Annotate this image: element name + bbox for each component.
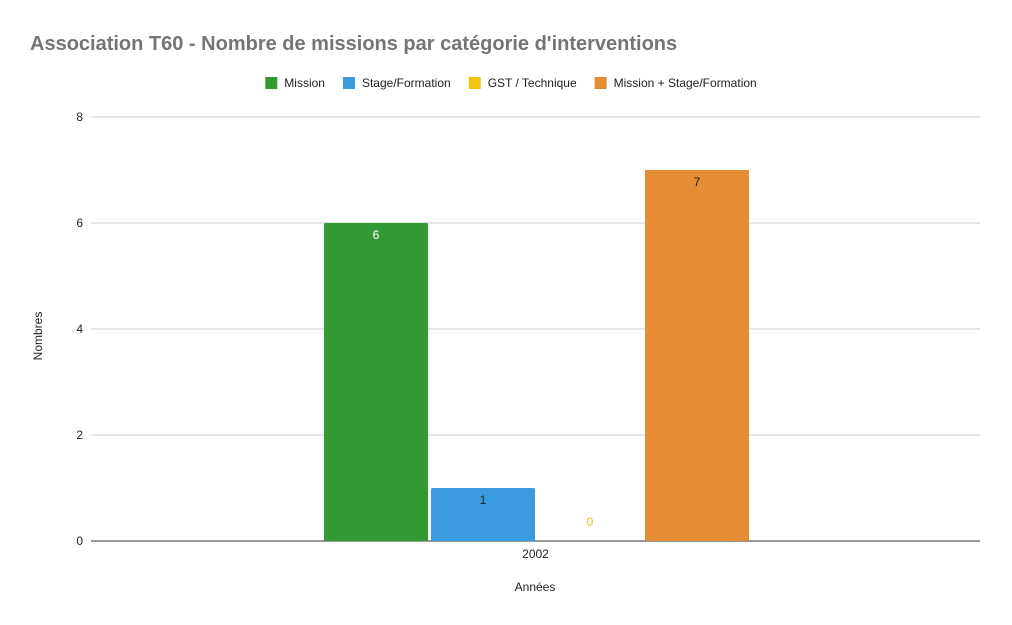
bar-mission-stage-formation: [645, 170, 749, 541]
gridlines: [91, 116, 980, 542]
y-axis-label: Nombres: [31, 312, 45, 361]
x-tick-label: 2002: [522, 547, 549, 561]
legend: Mission Stage/Formation GST / Technique Mis…: [265, 76, 757, 90]
legend-swatch: [468, 77, 481, 89]
y-tick-label: 8: [76, 110, 83, 124]
chart-title: Association T60 - Nombre de missions par…: [30, 33, 677, 55]
data-label: 7: [694, 175, 701, 189]
data-label: 6: [373, 228, 380, 242]
x-axis-ticks: 2002: [522, 547, 549, 561]
data-label: 1: [480, 493, 487, 507]
y-tick-label: 0: [76, 534, 83, 548]
legend-label: Stage/Formation: [362, 76, 451, 90]
data-labels: 6 1 0 7: [373, 175, 701, 529]
bar-stage-formation: [431, 488, 535, 541]
legend-item: Mission + Stage/Formation: [594, 76, 757, 90]
y-tick-label: 2: [76, 428, 83, 442]
legend-swatch: [594, 77, 607, 89]
legend-item: GST / Technique: [468, 76, 577, 90]
legend-swatch: [342, 77, 355, 89]
legend-label: Mission + Stage/Formation: [614, 76, 757, 90]
y-tick-label: 6: [76, 216, 83, 230]
x-axis-label: Années: [515, 580, 556, 594]
legend-label: Mission: [284, 76, 325, 90]
bars: [324, 170, 749, 541]
legend-label: GST / Technique: [488, 76, 577, 90]
data-label: 0: [587, 515, 594, 529]
y-axis-ticks: 0 2 4 6 8: [76, 110, 83, 548]
y-tick-label: 4: [76, 322, 83, 336]
legend-swatch: [265, 77, 278, 89]
legend-item: Stage/Formation: [342, 76, 451, 90]
bar-mission: [324, 223, 428, 541]
legend-item: Mission: [265, 76, 325, 90]
